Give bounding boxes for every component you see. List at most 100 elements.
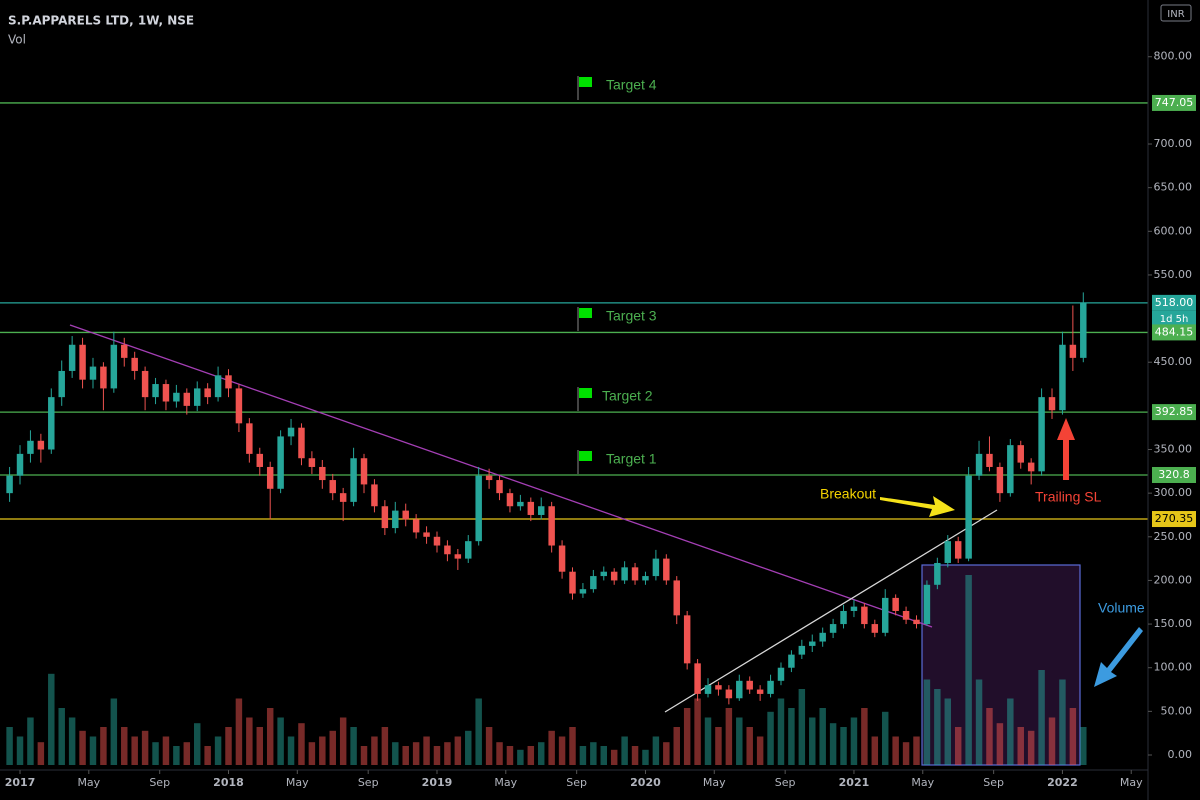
volume-bar <box>319 736 326 765</box>
volume-bar <box>850 717 858 765</box>
level-label: 392.85 <box>1155 405 1194 418</box>
candle-body <box>350 458 357 502</box>
x-tick-label: 2022 <box>1047 776 1078 789</box>
volume-bar <box>423 736 430 765</box>
flag <box>579 77 592 87</box>
volume-bar <box>162 736 170 765</box>
volume-bar <box>537 742 545 765</box>
candle-body <box>673 580 680 616</box>
candle-body <box>360 458 368 485</box>
volume-bar <box>173 746 180 765</box>
candle-body <box>1080 302 1087 358</box>
candle-body <box>433 536 441 546</box>
volume-bar <box>798 689 806 765</box>
volume-bar <box>996 723 1004 765</box>
y-tick-label: 650.00 <box>1154 181 1193 194</box>
volume-bar <box>204 746 211 765</box>
volume-bar <box>767 711 774 765</box>
volume-bar <box>465 730 472 765</box>
x-tick-label: May <box>703 776 726 789</box>
candle-body <box>715 685 722 690</box>
volume-bar <box>1048 717 1056 765</box>
candle-body <box>214 375 222 398</box>
y-tick-label: 200.00 <box>1154 573 1193 586</box>
candle-body <box>1017 445 1024 463</box>
x-tick-label: Sep <box>149 776 170 789</box>
volume-bar <box>277 717 284 765</box>
volume-bar <box>934 689 941 765</box>
volume-bar <box>131 736 138 765</box>
candle-body <box>423 532 430 537</box>
candle-body <box>736 680 743 699</box>
target-label: Target 4 <box>606 77 657 93</box>
level-label-box <box>1152 94 1196 111</box>
candle-body <box>965 475 972 559</box>
volume-bar <box>193 723 201 765</box>
candle-body <box>496 480 503 494</box>
candle-body <box>767 680 774 694</box>
volume-bar <box>360 746 368 765</box>
candle-body <box>871 624 879 633</box>
candle-body <box>809 641 816 646</box>
candle-body <box>788 654 795 668</box>
candle-body <box>465 541 472 559</box>
y-tick-label: 350.00 <box>1154 443 1193 456</box>
level-label: 270.35 <box>1155 512 1194 525</box>
y-tick-label: 100.00 <box>1154 661 1193 674</box>
volume-bar <box>683 708 691 765</box>
breakout-arrow <box>880 496 955 517</box>
candle-body <box>694 663 701 694</box>
volume-bar <box>256 727 264 765</box>
x-tick-label: May <box>494 776 517 789</box>
volume-bar <box>579 746 587 765</box>
volume-bar <box>756 736 764 765</box>
candle-body <box>944 541 952 563</box>
x-tick-label: 2019 <box>422 776 453 789</box>
y-tick-label: 300.00 <box>1154 486 1193 499</box>
candle-body <box>1059 344 1066 411</box>
candle-body <box>6 475 13 494</box>
level-label-box <box>1152 511 1196 528</box>
candle-body <box>819 632 826 642</box>
x-tick-label: Sep <box>358 776 379 789</box>
volume-bar <box>1007 698 1014 765</box>
candle-body <box>663 558 670 581</box>
volume-bar <box>725 708 733 765</box>
volume-bar <box>89 736 97 765</box>
candle-body <box>475 475 482 542</box>
volume-bar <box>923 679 931 765</box>
volume-bar <box>715 727 722 765</box>
volume-bar <box>392 742 399 765</box>
volume-bar <box>121 727 128 765</box>
level-label-box <box>1152 404 1196 421</box>
volume-bar <box>287 736 295 765</box>
candle-body <box>402 510 409 520</box>
target-flags <box>577 76 592 474</box>
volume-bar <box>621 736 628 765</box>
candle-body <box>996 466 1004 494</box>
volume-bar <box>1017 727 1024 765</box>
candle-body <box>590 576 597 590</box>
x-tick-label: Sep <box>566 776 587 789</box>
volume-bar <box>788 708 795 765</box>
volume-bar <box>37 742 45 765</box>
trailing-sl-label: Trailing SL <box>1035 489 1102 505</box>
candle-body <box>48 397 55 450</box>
candle-body <box>235 388 243 424</box>
y-tick-label: 700.00 <box>1154 137 1193 150</box>
volume-bar <box>329 730 336 765</box>
candle-body <box>225 375 232 389</box>
candle-body <box>298 427 305 459</box>
candle-body <box>287 427 295 437</box>
levels <box>0 102 1148 520</box>
volume-bar <box>809 717 816 765</box>
candle-body <box>152 384 159 398</box>
candle-body <box>923 584 931 625</box>
x-tick-label: 2017 <box>5 776 36 789</box>
volume-bar <box>402 746 409 765</box>
candle-body <box>506 493 514 507</box>
volume-bar <box>16 736 24 765</box>
x-tick-label: 2021 <box>839 776 870 789</box>
x-tick-label: May <box>286 776 309 789</box>
